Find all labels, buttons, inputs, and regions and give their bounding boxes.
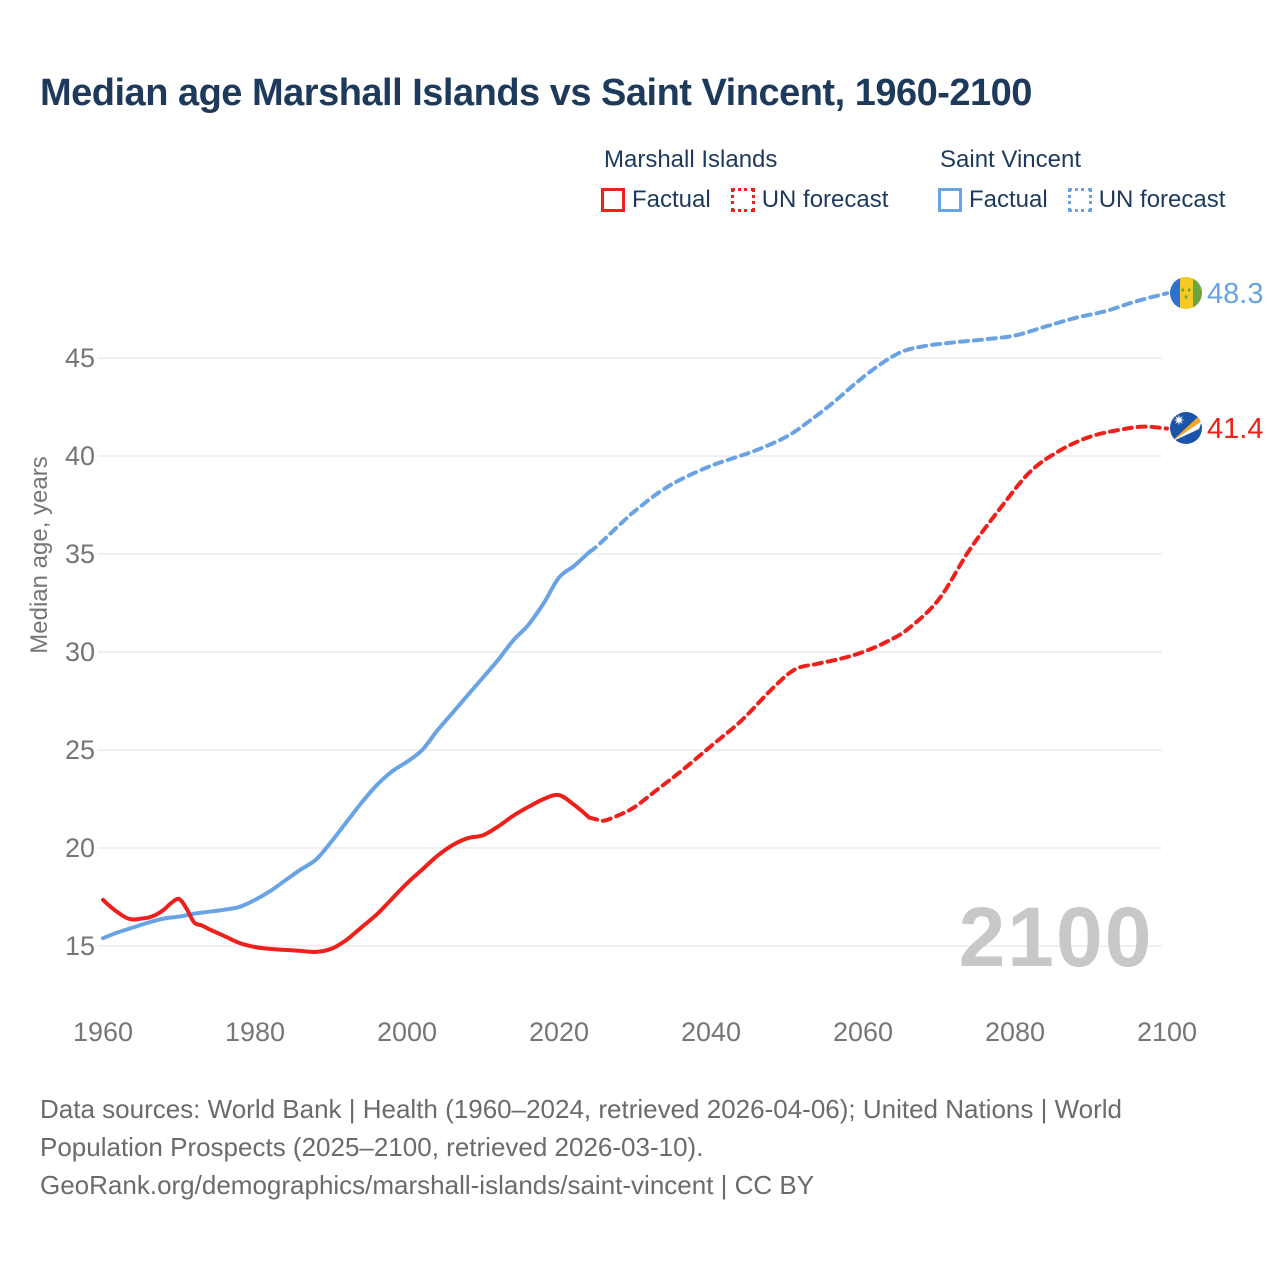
series-line-marshall-forecast — [587, 424, 1169, 823]
saint-vincent-forecast-checkbox-icon[interactable] — [1067, 188, 1092, 212]
watermark-year: 2100 — [959, 890, 1154, 984]
x-tick-1980: 1980 — [225, 1017, 285, 1047]
x-tick-2100: 2100 — [1137, 1017, 1197, 1047]
x-tick-2040: 2040 — [681, 1017, 741, 1047]
x-tick-2060: 2060 — [833, 1017, 893, 1047]
footer-line-2: Population Prospects (2025–2100, retriev… — [40, 1132, 704, 1162]
x-tick-2080: 2080 — [985, 1017, 1045, 1047]
footer-line-3: GeoRank.org/demographics/marshall-island… — [40, 1170, 815, 1200]
legend-row-marshall: Factual UN forecast — [601, 186, 888, 214]
marshall-forecast-checkbox-icon[interactable] — [730, 188, 755, 212]
series-line-saint-vincent-factual — [101, 550, 592, 941]
saint-vincent-forecast-label[interactable]: UN forecast — [1098, 186, 1226, 213]
axis-ticks: 15 20 25 30 35 40 45 1960 1980 2000 2020 2040 2060 20… — [65, 343, 1197, 1047]
y-axis-title: Median age, years — [26, 456, 53, 653]
x-tick-2020: 2020 — [529, 1017, 589, 1047]
y-tick-25: 25 — [65, 735, 95, 765]
x-tick-2000: 2000 — [377, 1017, 437, 1047]
y-tick-30: 30 — [65, 637, 95, 667]
saint-vincent-factual-checkbox-icon[interactable] — [938, 188, 962, 212]
gridlines — [98, 357, 1162, 947]
footer-line-1: Data sources: World Bank | Health (1960–… — [40, 1094, 1123, 1124]
y-tick-45: 45 — [65, 343, 95, 373]
y-tick-15: 15 — [65, 931, 95, 961]
saint-vincent-flag-icon — [1170, 277, 1202, 309]
data-sources-footer: Data sources: World Bank | Health (1960–… — [40, 1090, 1200, 1204]
series-line-marshall-factual — [101, 792, 592, 954]
page-title: Median age Marshall Islands vs Saint Vin… — [40, 72, 1032, 114]
y-tick-20: 20 — [65, 833, 95, 863]
series-line-saint-vincent-forecast — [587, 291, 1169, 554]
saint-vincent-end-value: 48.3 — [1207, 278, 1263, 310]
marshall-end-value: 41.4 — [1207, 413, 1263, 445]
marshall-factual-label[interactable]: Factual — [632, 186, 711, 213]
legend-header-marshall-islands: Marshall Islands — [604, 146, 778, 173]
legend-header-saint-vincent: Saint Vincent — [940, 146, 1081, 173]
y-tick-40: 40 — [65, 441, 95, 471]
marshall-islands-flag-icon — [1170, 412, 1202, 444]
marshall-forecast-label[interactable]: UN forecast — [761, 186, 889, 213]
x-tick-1960: 1960 — [73, 1017, 133, 1047]
marshall-factual-checkbox-icon[interactable] — [601, 188, 625, 212]
y-tick-35: 35 — [65, 539, 95, 569]
saint-vincent-factual-label[interactable]: Factual — [969, 186, 1048, 213]
legend-row-saint-vincent: Factual UN forecast — [938, 186, 1225, 214]
data-series — [101, 291, 1169, 954]
